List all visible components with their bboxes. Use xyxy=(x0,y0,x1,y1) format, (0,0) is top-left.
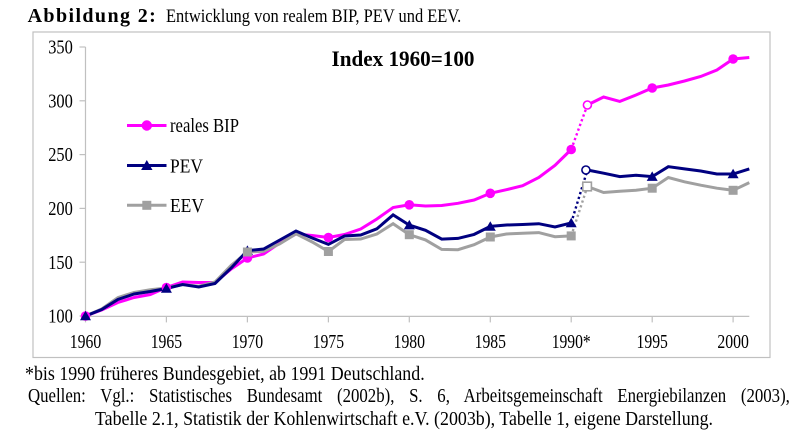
svg-text:200: 200 xyxy=(48,198,73,220)
svg-text:100: 100 xyxy=(48,306,73,328)
svg-text:1960: 1960 xyxy=(70,331,101,353)
svg-text:Index 1960=100: Index 1960=100 xyxy=(332,46,475,71)
svg-text:PEV: PEV xyxy=(170,157,203,178)
svg-text:300: 300 xyxy=(48,90,73,112)
svg-text:1990*: 1990* xyxy=(552,331,591,353)
svg-text:350: 350 xyxy=(48,37,73,59)
svg-text:1995: 1995 xyxy=(637,331,668,353)
svg-text:1975: 1975 xyxy=(313,331,344,353)
svg-text:250: 250 xyxy=(48,144,73,166)
svg-text:EEV: EEV xyxy=(170,196,204,217)
svg-text:1980: 1980 xyxy=(394,331,425,353)
svg-text:1965: 1965 xyxy=(151,331,182,353)
svg-text:1970: 1970 xyxy=(232,331,263,353)
svg-text:reales BIP: reales BIP xyxy=(170,116,239,137)
svg-text:150: 150 xyxy=(48,252,73,274)
svg-text:1985: 1985 xyxy=(475,331,506,353)
svg-text:2000: 2000 xyxy=(717,331,748,353)
